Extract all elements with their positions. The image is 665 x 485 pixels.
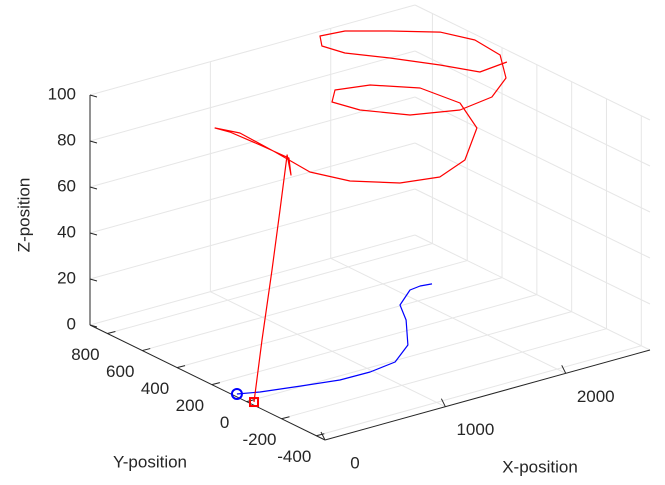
z-tick	[89, 232, 98, 236]
grid-line	[142, 260, 468, 352]
grid-line	[89, 234, 416, 326]
y-tick-label: 800	[71, 345, 99, 364]
z-tick	[89, 324, 98, 328]
grid-line	[176, 277, 503, 369]
y-tick	[107, 331, 116, 335]
grid-line	[281, 328, 607, 420]
y-tick-label: 200	[176, 396, 204, 415]
z-tick	[89, 278, 98, 282]
x-tick-label: 0	[350, 453, 359, 472]
x-tick	[320, 431, 326, 441]
y-tick	[281, 416, 290, 420]
y-axis-label: Y-position	[113, 452, 187, 471]
y-tick	[176, 365, 186, 369]
z-tick-label: 20	[57, 268, 76, 287]
grid-line	[316, 345, 642, 437]
start-marker	[249, 397, 260, 408]
z-axis-label: Z-position	[14, 178, 33, 253]
grid-line	[414, 142, 651, 259]
y-tick	[316, 433, 325, 437]
grid-line	[414, 96, 651, 213]
x-tick	[561, 365, 567, 374]
grid-line	[89, 188, 416, 280]
z-tick-label: 0	[67, 314, 76, 333]
trajectory	[236, 283, 433, 395]
grid-line	[414, 234, 651, 351]
grid-line	[210, 291, 446, 408]
grid-line	[89, 4, 416, 96]
grid-line	[89, 50, 416, 142]
grid-line	[414, 50, 651, 167]
y-tick	[211, 382, 220, 386]
z-tick-label: 60	[57, 176, 76, 195]
y-tick	[142, 348, 151, 352]
grid-line	[330, 257, 566, 374]
y-tick-label: 400	[141, 379, 169, 398]
y-tick-label: 600	[106, 362, 134, 381]
z-tick	[89, 186, 98, 190]
trajectory	[214, 30, 508, 403]
z-tick-label: 40	[57, 222, 76, 241]
x-axis-label: X-position	[502, 457, 578, 476]
grid-line	[414, 4, 651, 121]
start-marker	[230, 387, 243, 400]
x-tick-label: 1000	[456, 420, 494, 439]
y-tick-label: -200	[242, 430, 276, 449]
z-tick	[89, 94, 98, 98]
grid-line	[414, 188, 651, 305]
z-tick-label: 80	[57, 130, 76, 149]
y-tick-label: -400	[277, 447, 311, 466]
z-tick-label: 100	[48, 84, 76, 103]
x-tick-label: 2000	[577, 387, 615, 406]
z-tick	[89, 140, 98, 144]
grid-line	[246, 311, 572, 403]
y-tick-label: 0	[220, 413, 229, 432]
grid-line	[211, 294, 537, 386]
y-axis	[89, 324, 326, 441]
x-tick	[440, 398, 446, 407]
grid-line	[89, 142, 416, 234]
x-axis	[324, 349, 651, 441]
